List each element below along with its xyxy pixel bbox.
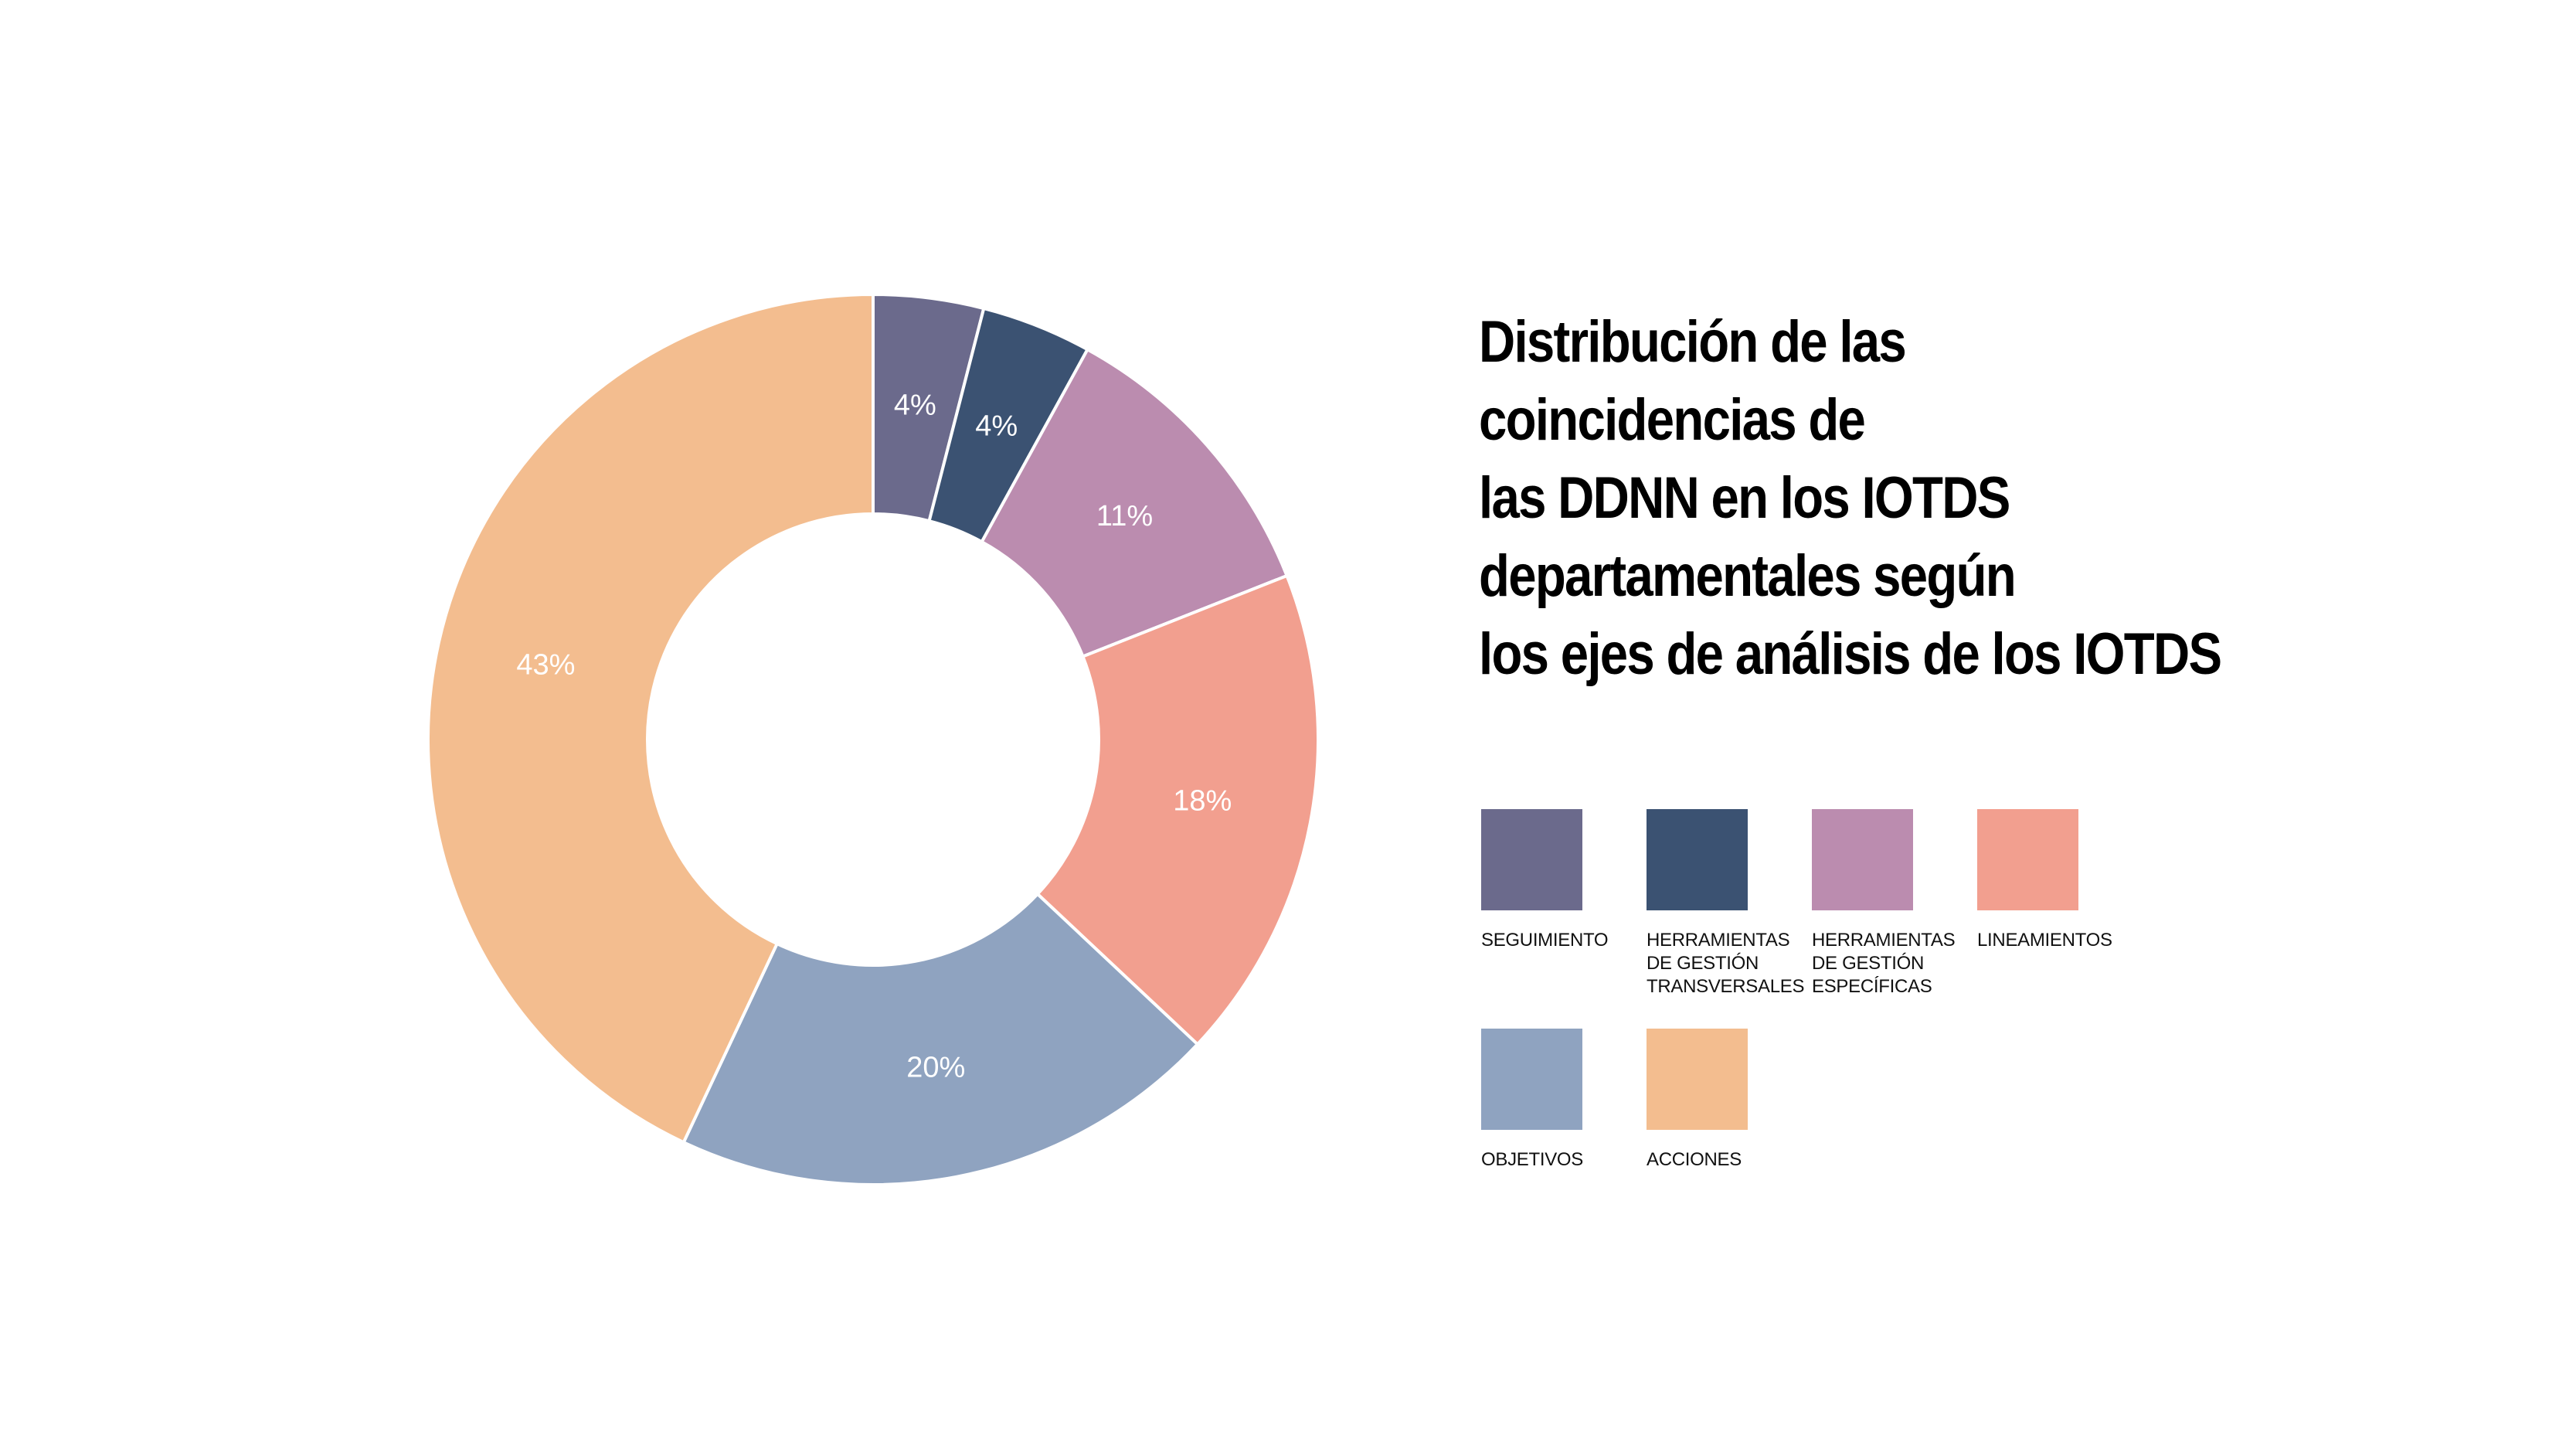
legend-label: HERRAMIENTAS DE GESTIÓN TRANSVERSALES (1647, 930, 1805, 997)
slice-value-label: 4% (975, 410, 1018, 443)
legend-swatch (1481, 1029, 1582, 1130)
chart-title: Distribución de las coincidencias de las… (1479, 303, 2343, 693)
legend-swatch (1647, 1029, 1748, 1130)
slice-value-label: 11% (1096, 500, 1153, 532)
chart-title-line: departamentales según (1479, 543, 2017, 609)
legend-item-herramientas-transversales: HERRAMIENTAS DE GESTIÓN TRANSVERSALES (1647, 809, 1809, 998)
legend: SEGUIMIENTO HERRAMIENTAS DE GESTIÓN TRAN… (1481, 809, 2254, 1196)
legend-label: LINEAMIENTOS (1977, 930, 2112, 951)
legend-label: HERRAMIENTAS DE GESTIÓN ESPECÍFICAS (1812, 930, 1956, 997)
slice-value-label: 18% (1173, 784, 1232, 817)
donut-slice-objetivos (681, 892, 1200, 1187)
legend-label: SEGUIMIENTO (1481, 930, 1609, 951)
chart-title-line: coincidencias de (1479, 387, 1866, 453)
chart-title-line: los ejes de análisis de los IOTDS (1479, 621, 2222, 687)
donut-slice-herramientas-de-gesti-n-espec-ficas (979, 347, 1290, 659)
legend-item-seguimiento: SEGUIMIENTO (1481, 809, 1643, 952)
legend-swatch (1647, 809, 1748, 910)
legend-swatch (1481, 809, 1582, 910)
slice-value-label: 20% (906, 1051, 965, 1083)
chart-title-line: las DDNN en los IOTDS (1479, 465, 2010, 531)
legend-label: ACCIONES (1647, 1149, 1742, 1170)
legend-item-lineamientos: LINEAMIENTOS (1977, 809, 2139, 952)
legend-label: OBJETIVOS (1481, 1149, 1583, 1170)
donut-slice-lineamientos (1035, 573, 1320, 1047)
donut-slice-labels: 4% 4% 11% 18% 20% 43% (516, 389, 1232, 1083)
legend-swatch (1812, 809, 1913, 910)
slice-value-label: 4% (894, 389, 936, 421)
legend-item-objetivos: OBJETIVOS (1481, 1029, 1643, 1172)
donut-slices (427, 292, 1320, 1187)
legend-item-herramientas-especificas: HERRAMIENTAS DE GESTIÓN ESPECÍFICAS (1812, 809, 1974, 998)
slice-value-label: 43% (516, 648, 575, 681)
donut-slice-acciones (427, 292, 875, 1145)
chart-title-line: Distribución de las (1479, 309, 1907, 375)
legend-item-acciones: ACCIONES (1647, 1029, 1809, 1172)
legend-swatch (1977, 809, 2078, 910)
